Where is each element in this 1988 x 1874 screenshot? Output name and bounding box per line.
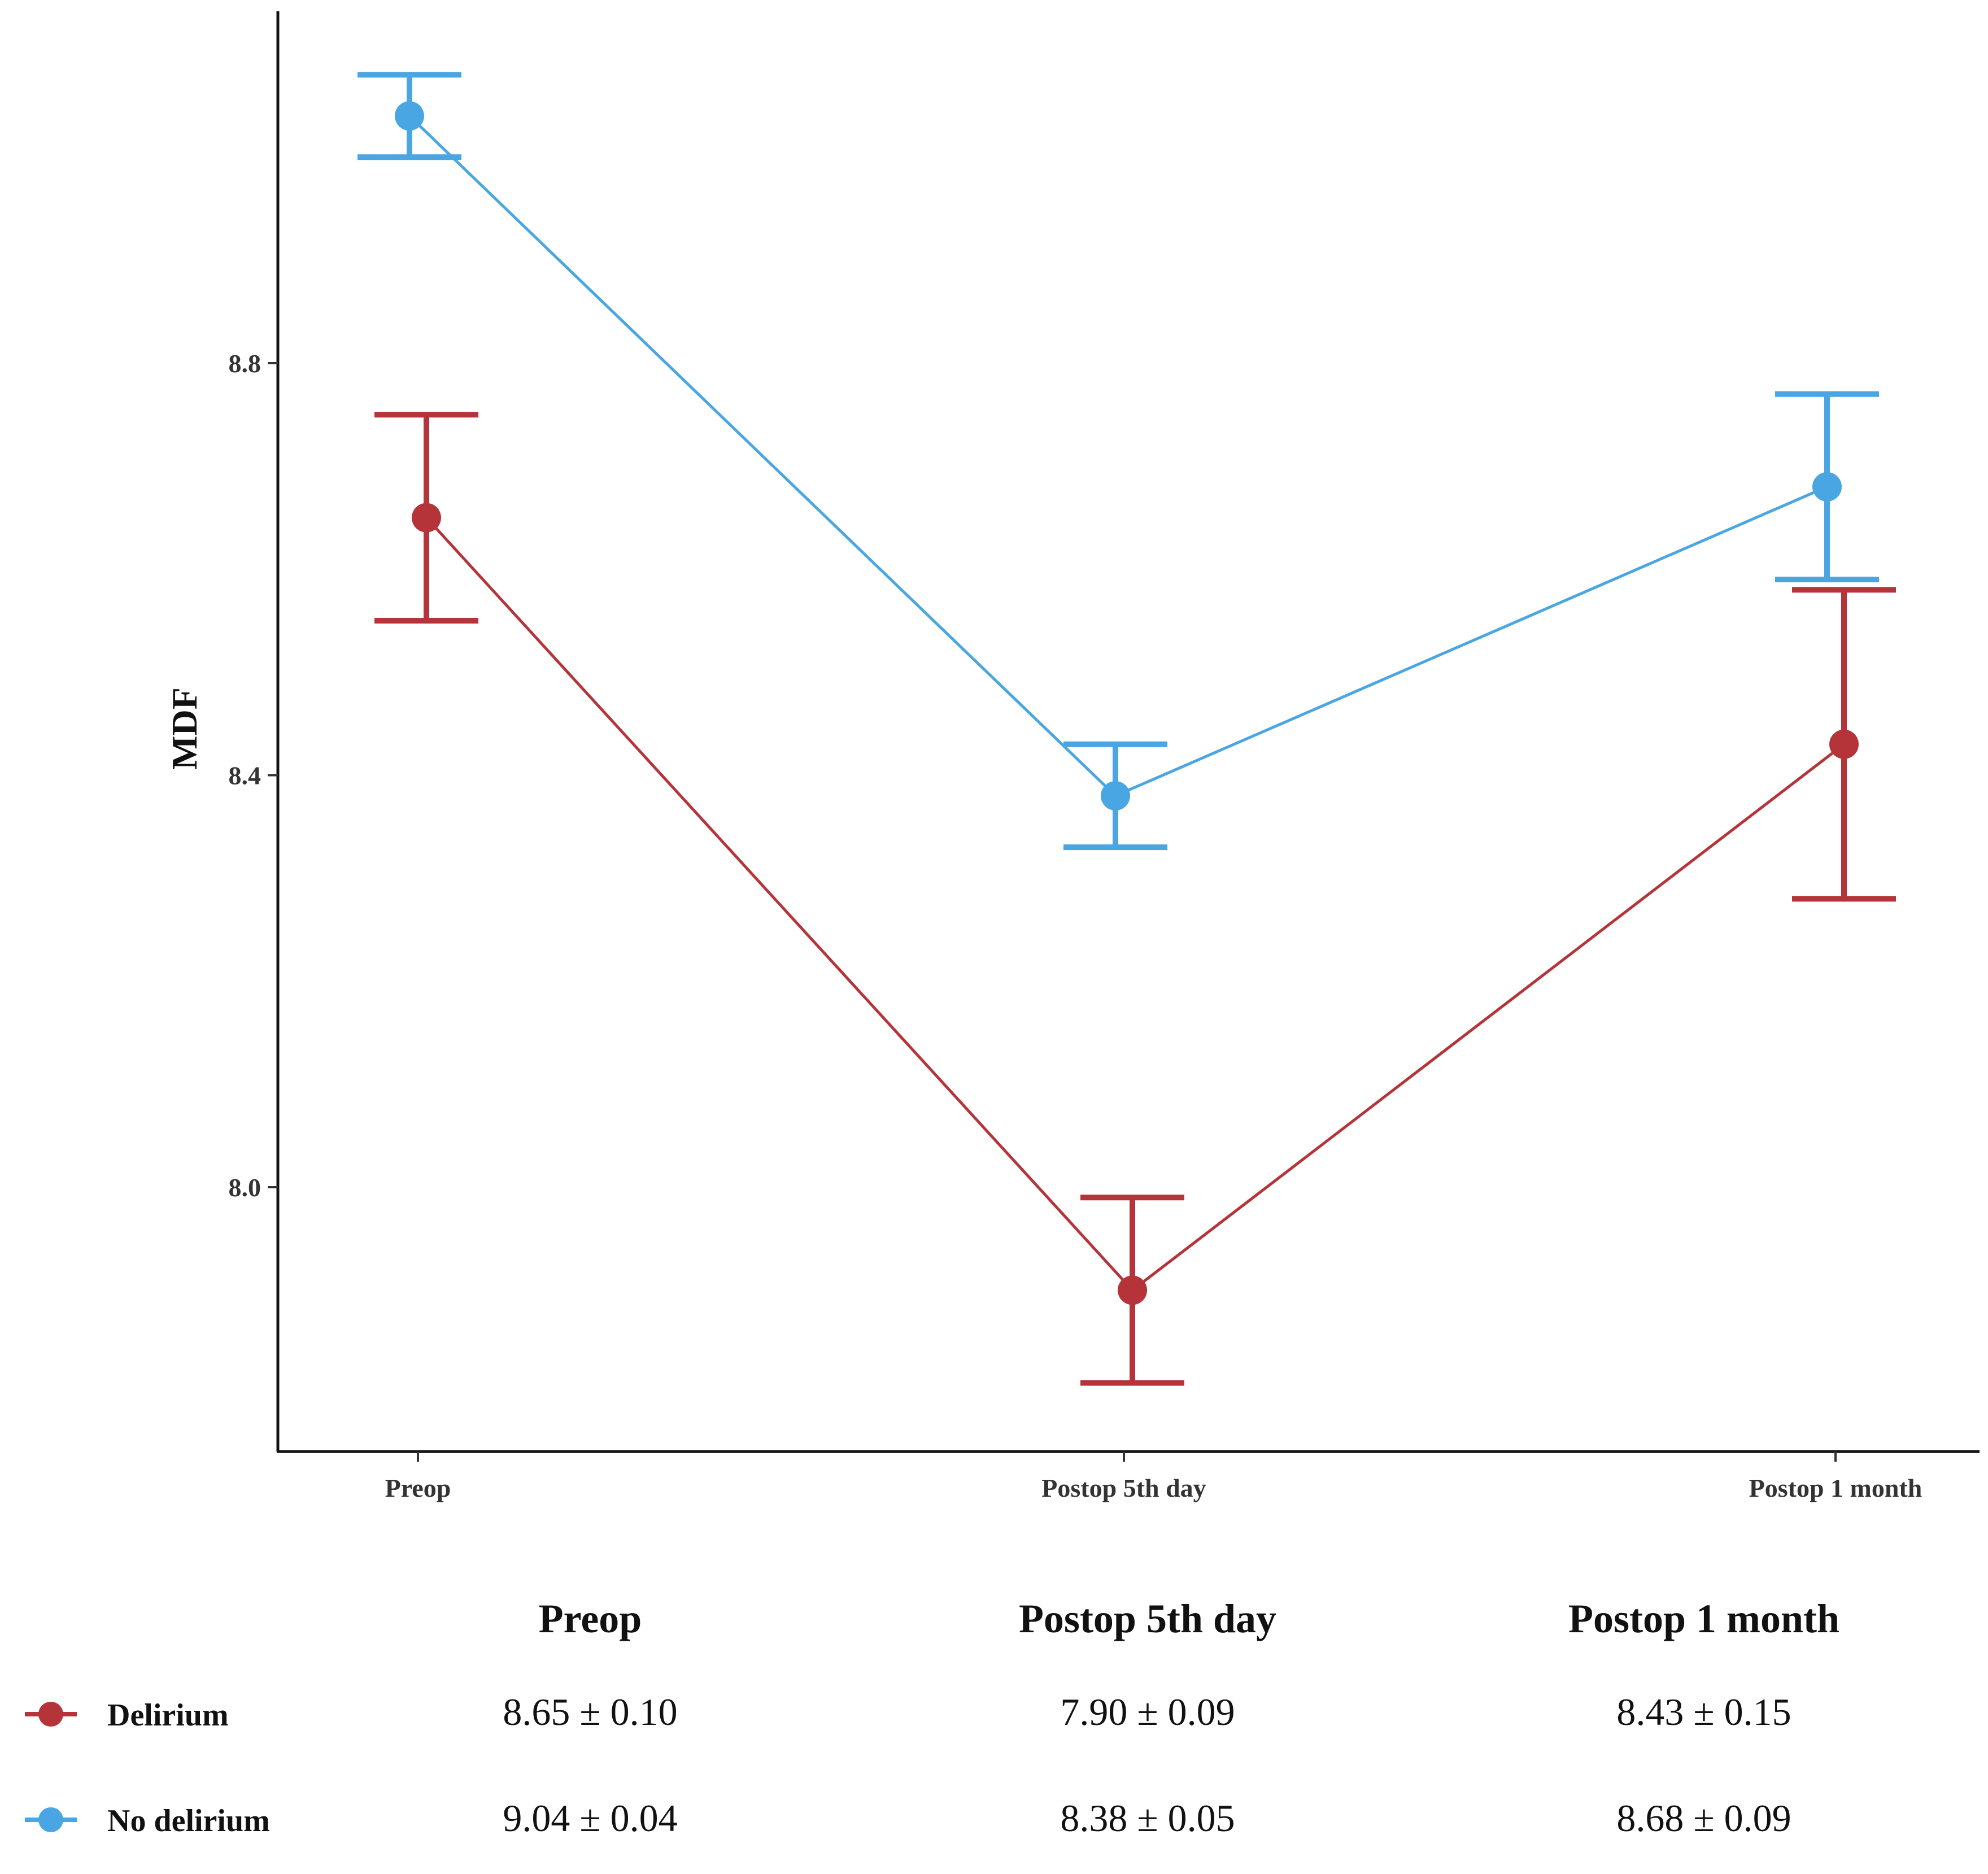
summary-table: Preop Postop 5th day Postop 1 month Deli… bbox=[0, 1570, 1988, 1874]
line-chart: 8.0 8.4 8.8 Preop Postop 5th day Postop 1 mon… bbox=[164, 11, 1980, 1502]
table-cell-delirium-postop-1-month: 8.43 ± 0.15 bbox=[1616, 1690, 1791, 1733]
series-line-delirium bbox=[425, 516, 1845, 1292]
axes bbox=[268, 11, 1980, 1462]
table-header-postop-5th-day: Postop 5th day bbox=[1018, 1596, 1277, 1641]
table-header-preop: Preop bbox=[538, 1596, 642, 1641]
data-point bbox=[1101, 781, 1130, 810]
table-cell-delirium-postop-5th-day: 7.90 ± 0.09 bbox=[1060, 1690, 1235, 1733]
legend-label-no-delirium: No delirium bbox=[107, 1803, 270, 1838]
series-no-delirium bbox=[358, 72, 1879, 851]
series-delirium bbox=[374, 412, 1896, 1386]
series-line-no-delirium bbox=[408, 115, 1828, 797]
data-point bbox=[1829, 729, 1859, 759]
legend-key-no-delirium bbox=[25, 1807, 77, 1832]
table-cell-delirium-preop: 8.65 ± 0.10 bbox=[503, 1690, 678, 1733]
y-tick-label: 8.0 bbox=[229, 1173, 261, 1202]
data-point bbox=[1118, 1275, 1147, 1305]
table-header-postop-1-month: Postop 1 month bbox=[1568, 1596, 1840, 1641]
data-point bbox=[1812, 472, 1842, 502]
legend-key-delirium bbox=[25, 1702, 77, 1727]
table-cell-no-delirium-postop-5th-day: 8.38 ± 0.05 bbox=[1060, 1797, 1235, 1840]
y-tick-label: 8.8 bbox=[229, 349, 261, 378]
y-tick-label: 8.4 bbox=[229, 761, 261, 790]
data-point bbox=[395, 101, 424, 131]
x-tick-label: Postop 1 month bbox=[1749, 1474, 1922, 1502]
y-axis-title: MDF bbox=[164, 687, 204, 770]
data-point bbox=[412, 503, 441, 533]
axis-labels: 8.0 8.4 8.8 Preop Postop 5th day Postop 1 mon… bbox=[164, 349, 1922, 1502]
table-cell-no-delirium-postop-1-month: 8.68 ± 0.09 bbox=[1616, 1797, 1791, 1840]
x-tick-label: Postop 5th day bbox=[1041, 1474, 1206, 1502]
table-cell-no-delirium-preop: 9.04 ± 0.04 bbox=[503, 1797, 678, 1840]
legend-label-delirium: Delirium bbox=[107, 1698, 229, 1733]
series-layer bbox=[358, 72, 1896, 1386]
x-tick-label: Preop bbox=[385, 1474, 451, 1502]
